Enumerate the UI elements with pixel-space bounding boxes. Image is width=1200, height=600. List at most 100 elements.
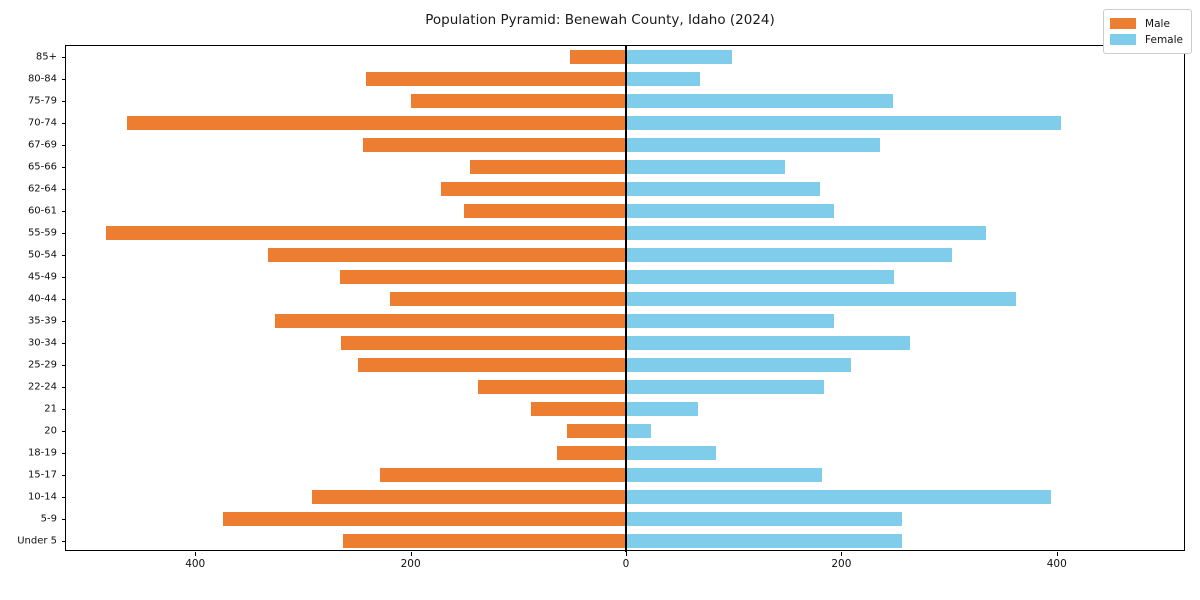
zero-axis-line [625, 46, 627, 552]
y-axis-tick [62, 431, 66, 432]
bar-male [390, 292, 626, 306]
bar-male [340, 336, 626, 350]
y-axis-tick [62, 365, 66, 366]
bar-male [531, 402, 626, 416]
y-axis-tick-label: 45-49 [27, 271, 57, 283]
y-axis-tick-label: 40-44 [27, 293, 57, 305]
y-axis-tick-label: 10-14 [27, 491, 57, 503]
bar-male [339, 270, 626, 284]
bar-male [357, 358, 626, 372]
bar-female [626, 402, 699, 416]
y-axis-tick-label: 65-66 [27, 161, 57, 173]
y-axis-tick-label: 67-69 [27, 139, 57, 151]
y-axis-tick [62, 541, 66, 542]
bar-row [66, 270, 1184, 284]
bar-row [66, 534, 1184, 548]
x-axis-tick-label: 400 [1046, 558, 1067, 570]
x-axis-tick [626, 552, 627, 556]
y-axis-tick-label: 70-74 [27, 117, 57, 129]
bar-male [410, 94, 626, 108]
plot-area: Under 5 5-9 10-14 15-17 18-19 20 21 22-24 25-29 3… [17, 45, 1185, 570]
y-axis-tick-label: 20 [44, 425, 57, 437]
bar-row [66, 226, 1184, 240]
y-axis-tick [62, 79, 66, 80]
bar-female [626, 270, 895, 284]
bar-female [626, 314, 834, 328]
y-axis-tick-label: 18-19 [27, 447, 57, 459]
bar-row [66, 182, 1184, 196]
bar-row [66, 138, 1184, 152]
bar-row [66, 292, 1184, 306]
bar-female [626, 468, 822, 482]
bar-female [626, 116, 1062, 130]
y-axis-tick [62, 409, 66, 410]
bar-female [626, 182, 820, 196]
y-axis-tick-label: 60-61 [27, 205, 57, 217]
y-axis-tick-label: 75-79 [27, 95, 57, 107]
y-axis-tick [62, 453, 66, 454]
bar-row [66, 512, 1184, 526]
y-axis-tick-label: 22-24 [27, 381, 57, 393]
y-axis-tick [62, 387, 66, 388]
y-axis-tick-label: 35-39 [27, 315, 57, 327]
y-axis-tick [62, 343, 66, 344]
x-axis-tick-label: 400 [185, 558, 206, 570]
bar-row [66, 72, 1184, 86]
bar-female [626, 226, 986, 240]
bar-row [66, 248, 1184, 262]
y-axis-tick [62, 211, 66, 212]
x-axis-tick [410, 552, 412, 556]
y-axis-tick-label: 25-29 [27, 359, 57, 371]
y-axis-tick [62, 321, 66, 322]
y-axis-tick [62, 277, 66, 278]
bar-row [66, 490, 1184, 504]
bar-row [66, 446, 1184, 460]
legend-item-male: Male [1110, 16, 1183, 31]
bar-female [626, 248, 953, 262]
y-axis-tick [62, 519, 66, 520]
y-axis-tick [62, 101, 66, 102]
bar-female [626, 380, 825, 394]
bar-row [66, 160, 1184, 174]
y-axis-tick-label: Under 5 [17, 535, 57, 547]
bar-male [469, 160, 626, 174]
y-axis-tick-label: 50-54 [27, 249, 57, 261]
legend-swatch-male [1110, 18, 1137, 29]
bar-female [626, 72, 701, 86]
bar-row [66, 204, 1184, 218]
bar-row [66, 424, 1184, 438]
x-axis-tick [841, 552, 843, 556]
y-axis-tick [62, 57, 66, 58]
y-axis-tick-label: 21 [44, 403, 57, 415]
x-axis-tick [195, 552, 197, 556]
y-axis-tick [62, 145, 66, 146]
y-axis-tick-label: 30-34 [27, 337, 57, 349]
y-axis-tick [62, 189, 66, 190]
bar-row [66, 116, 1184, 130]
y-axis-tick [62, 299, 66, 300]
x-axis-tick-label: 200 [400, 558, 421, 570]
y-axis-tick-label: 62-64 [27, 183, 57, 195]
bar-female [626, 446, 717, 460]
bar-male [464, 204, 626, 218]
bar-male [223, 512, 626, 526]
x-axis-tick-label: 0 [622, 558, 630, 570]
bar-male [105, 226, 626, 240]
bar-row [66, 50, 1184, 64]
legend-swatch-female [1110, 34, 1137, 45]
bar-female [626, 336, 911, 350]
bar-male [274, 314, 626, 328]
y-axis-tick [62, 123, 66, 124]
chart-legend: Male Female [1103, 9, 1192, 54]
y-axis-tick-label: 85+ [35, 51, 57, 63]
bar-male [440, 182, 626, 196]
legend-label-male: Male [1145, 17, 1170, 30]
y-axis-tick [62, 233, 66, 234]
legend-item-female: Female [1110, 32, 1183, 47]
y-axis-tick-label: 15-17 [27, 469, 57, 481]
bar-row [66, 314, 1184, 328]
y-axis-tick-label: 80-84 [27, 73, 57, 85]
bar-female [626, 138, 881, 152]
bar-male [557, 446, 626, 460]
bar-male [570, 50, 626, 64]
